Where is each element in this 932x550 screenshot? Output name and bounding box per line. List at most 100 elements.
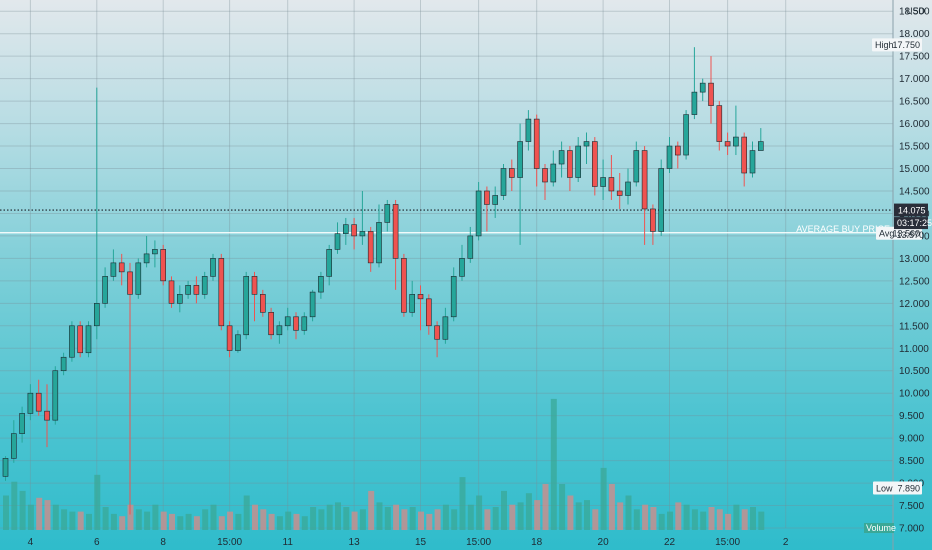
candle [699, 78, 706, 102]
volume-bar [451, 509, 458, 530]
countdown-box [894, 217, 928, 230]
candle [533, 114, 540, 187]
candle-body [467, 235, 474, 259]
volume-bar [733, 504, 740, 530]
price-tick-label: 15.500 [899, 142, 930, 153]
candle-body [674, 145, 681, 156]
volume-bar [592, 509, 599, 530]
bar-countdown: 03:17:25 [897, 218, 932, 228]
price-tick-label: 17.500 [899, 52, 930, 63]
candle [35, 379, 42, 416]
volume-bars [3, 398, 765, 530]
candle-body [724, 141, 731, 147]
volume-bar [509, 504, 516, 530]
volume-bar [285, 511, 292, 530]
volume-bar [426, 513, 433, 530]
volume-bar [227, 511, 234, 530]
candle [318, 271, 324, 299]
candle [492, 186, 499, 218]
volume-bar [301, 516, 308, 530]
candle-body [268, 312, 274, 336]
candle [19, 406, 25, 443]
average-buy-price-tag: 13.570 [896, 230, 924, 240]
candle [152, 240, 158, 268]
candle [674, 141, 681, 169]
candle [235, 330, 241, 353]
price-axis[interactable]: USD 7.0007.5008.0008.5009.0009.50010.000… [892, 0, 930, 550]
candle [608, 155, 615, 200]
candle-body [102, 276, 108, 304]
candle-body [293, 316, 299, 331]
price-tick-label: 16.000 [899, 119, 930, 130]
candle-body [741, 136, 748, 174]
time-tick-label: 2 [783, 537, 789, 548]
candle [434, 321, 440, 358]
candle-body [733, 136, 739, 147]
candle-body [376, 222, 382, 264]
candle-body [550, 163, 557, 183]
candle-body [484, 190, 490, 205]
candle-body [210, 258, 216, 277]
candle [384, 199, 391, 232]
volume-bar [293, 513, 300, 530]
candle [583, 132, 590, 165]
candle [127, 262, 133, 515]
candle [177, 285, 183, 313]
volume-bar [418, 511, 424, 530]
candle [409, 280, 416, 317]
average-buy-price-label: AVERAGE BUY PRICE [796, 224, 890, 234]
volume-bar [517, 502, 524, 530]
low-tag-box [873, 481, 922, 495]
candle-body [542, 168, 548, 183]
candle-body [600, 177, 606, 187]
volume-bar [27, 504, 34, 530]
avg-tag-box [876, 226, 922, 240]
avg-tag: Avg13.560 [876, 226, 922, 240]
candle-body [475, 190, 482, 237]
volume-bar [152, 504, 159, 530]
volume-bar [633, 509, 640, 530]
time-axis[interactable]: 4 6 8 15:00 11 13 15 15:00 18 20 22 15:00 2 [28, 537, 789, 548]
volume-bar [318, 509, 325, 530]
candle-body [11, 433, 17, 459]
candle [334, 222, 341, 254]
time-tick-label: 15 [415, 537, 427, 548]
volume-bar [127, 504, 134, 530]
volume-bar [110, 513, 117, 530]
candle [417, 285, 424, 331]
candle [284, 307, 291, 331]
candle [749, 141, 756, 178]
candle-body [251, 276, 258, 295]
volume-bar [542, 484, 549, 530]
price-tick-label: 11.000 [899, 344, 929, 355]
candle [160, 244, 166, 286]
price-tick-label: 11.500 [899, 321, 929, 332]
volume-bar [260, 509, 267, 530]
grid [0, 0, 893, 529]
candle-body [699, 82, 706, 93]
candle-body [666, 145, 673, 169]
candle [185, 280, 191, 299]
candle [741, 132, 748, 187]
candle-body [650, 208, 656, 232]
volume-bar [368, 490, 375, 530]
time-tick-label: 15:00 [715, 537, 740, 548]
candle [11, 420, 17, 463]
price-tick-label: 16.500 [899, 97, 930, 108]
volume-bar [567, 495, 574, 530]
volume-bar [716, 509, 723, 530]
volume-bar [617, 502, 624, 530]
candle [168, 276, 175, 308]
candle-body [708, 82, 714, 106]
price-tick-label: 17.000 [899, 74, 930, 85]
candle-body [127, 271, 133, 295]
candle [467, 226, 474, 263]
time-tick-label: 6 [94, 537, 100, 548]
candle-body [318, 276, 324, 293]
volume-bar [177, 516, 184, 530]
candle-body [401, 258, 407, 313]
volume-bar [94, 474, 101, 530]
volume-bar [442, 504, 449, 530]
